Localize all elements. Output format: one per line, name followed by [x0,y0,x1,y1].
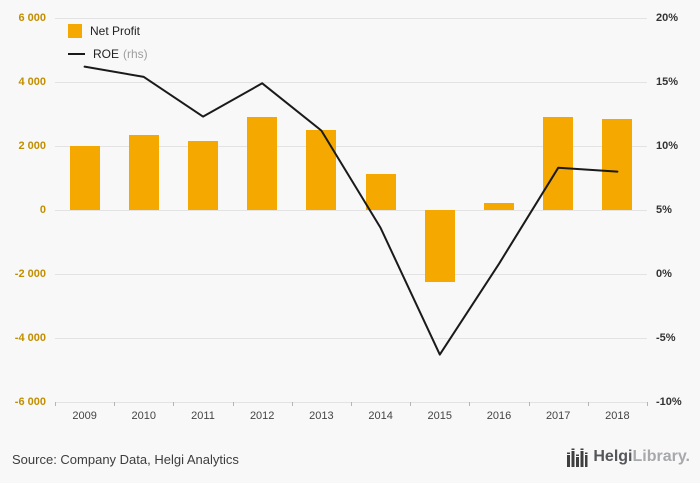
x-axis-label: 2012 [249,410,275,422]
bar-2011 [188,141,218,210]
bar-2012 [247,117,278,210]
brand-name-secondary: Library. [632,448,691,465]
legend-item-roe: ROE (rhs) [68,47,148,61]
right-axis-tick-label: -5% [656,332,676,344]
bar-2013 [306,130,337,210]
x-axis-tick-mark [469,402,471,406]
bar-2009 [69,146,100,210]
right-axis-tick-label: 10% [656,140,679,152]
x-axis-tick-mark [55,402,56,406]
source-text: Source: Company Data, Helgi Analytics [12,452,239,467]
x-axis-tick-mark [647,402,648,406]
gridline [55,273,647,275]
left-axis-tick-label: 6 000 [18,12,46,24]
x-axis-tick-mark [351,402,352,406]
legend-item-net-profit: Net Profit [68,24,148,38]
legend: Net Profit ROE (rhs) [68,24,148,70]
x-axis-tick-mark [114,402,116,406]
bar-2015 [424,210,455,282]
left-axis-tick-label: 4 000 [18,76,46,88]
x-axis-tick-mark [587,402,589,406]
right-axis-tick-label: -10% [656,396,682,408]
gridline [55,17,647,19]
x-axis-tick-mark [232,402,234,406]
helgi-library-brand[interactable]: HelgiLibrary. [566,446,690,468]
left-axis-tick-label: -6 000 [14,396,46,408]
x-axis-tick-mark [291,402,293,406]
right-axis-tick-label: 15% [656,76,679,88]
x-axis-label: 2009 [72,410,97,422]
bar-2018 [602,118,633,210]
x-axis-label: 2016 [486,410,512,422]
x-axis-tick-mark [410,402,412,406]
left-axis-tick-label: 0 [39,204,46,216]
bar-2017 [543,116,574,210]
x-axis-tick-mark [528,402,530,406]
roe-line-swatch [68,53,85,55]
legend-label-net-profit: Net Profit [90,24,141,38]
right-axis-tick-label: 0% [656,268,672,280]
net-profit-swatch [68,24,82,38]
x-axis-label: 2018 [605,410,630,422]
legend-label-roe-suffix: (rhs) [123,47,148,61]
x-axis-label: 2010 [131,410,157,422]
left-axis-tick-label: -4 000 [14,332,46,344]
x-axis-label: 2017 [545,410,571,422]
right-axis-tick-label: 20% [656,12,679,24]
gridline [55,337,647,339]
legend-label-roe: ROE [93,47,120,61]
x-axis-label: 2015 [427,410,453,422]
left-axis-tick-label: -2 000 [14,268,46,280]
x-axis-tick-mark [173,402,175,406]
x-axis-label: 2014 [368,410,393,422]
left-axis-tick-label: 2 000 [18,140,46,152]
roe-line [83,65,619,356]
gridline [55,81,647,83]
brand-name-primary: Helgi [593,448,633,465]
x-axis-label: 2011 [191,410,215,422]
bar-2010 [128,134,159,210]
right-axis-tick-label: 5% [656,204,672,216]
x-axis-label: 2013 [309,410,334,422]
helgi-library-logo-icon [567,448,588,467]
bar-2014 [365,174,396,210]
bar-2016 [484,202,514,210]
